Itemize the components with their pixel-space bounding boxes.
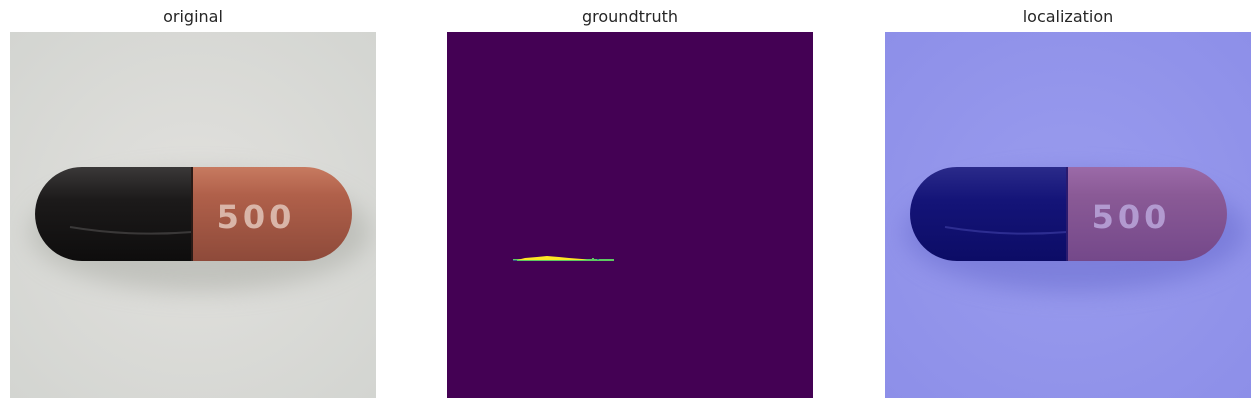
capsule-imprint-overlay: 500 [1092,198,1171,236]
localization-image: 500 [885,32,1251,398]
groundtruth-title: groundtruth [581,7,678,26]
groundtruth-mask [447,32,813,398]
original-title: original [163,7,223,26]
capsule-imprint: 500 [217,198,296,236]
original-image: 500 [10,32,376,398]
defect-region [517,256,587,260]
localization-title: localization [1022,7,1114,26]
